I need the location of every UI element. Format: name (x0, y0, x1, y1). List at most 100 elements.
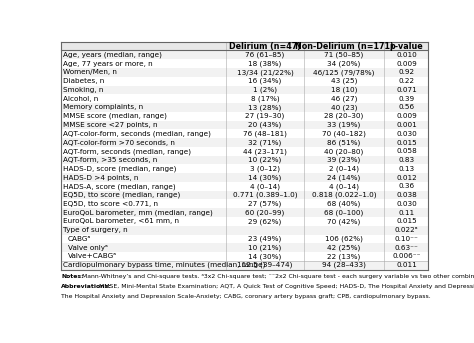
Text: HADS-D, score (median, range): HADS-D, score (median, range) (63, 166, 176, 172)
Text: HADS-D >4 points, n: HADS-D >4 points, n (63, 175, 138, 180)
Text: AQT-form, seconds (median, range): AQT-form, seconds (median, range) (63, 148, 191, 154)
Text: Type of surgery, n: Type of surgery, n (63, 227, 128, 233)
Text: 0.92: 0.92 (398, 69, 414, 75)
Text: p-value: p-value (390, 42, 423, 50)
Text: Notes:: Notes: (61, 274, 83, 279)
Text: 94 (28–433): 94 (28–433) (322, 262, 366, 269)
Text: 0.011: 0.011 (396, 262, 417, 268)
Bar (61, 138, 428, 147)
Text: Memory complaints, n: Memory complaints, n (63, 104, 143, 110)
Text: 43 (25): 43 (25) (331, 78, 357, 84)
Text: 13/34 (21/22%): 13/34 (21/22%) (237, 69, 293, 75)
Text: 18 (38%): 18 (38%) (248, 60, 282, 67)
Text: Age, years (median, range): Age, years (median, range) (63, 51, 162, 58)
Text: Valve onlyᵃ: Valve onlyᵃ (68, 245, 108, 251)
Text: 76 (61–85): 76 (61–85) (246, 51, 284, 58)
Text: 0.006⁻⁻: 0.006⁻⁻ (392, 253, 420, 259)
Text: 76 (48–181): 76 (48–181) (243, 130, 287, 137)
Text: 13 (28%): 13 (28%) (248, 104, 282, 111)
Text: 4 (0–14): 4 (0–14) (250, 183, 280, 190)
Text: 0.83: 0.83 (398, 157, 414, 163)
Text: 42 (25%): 42 (25%) (328, 245, 361, 251)
Text: 34 (20%): 34 (20%) (328, 60, 361, 67)
Bar (61, 121, 428, 129)
Text: 16 (34%): 16 (34%) (248, 78, 282, 84)
Text: 0.030: 0.030 (396, 201, 417, 207)
Text: 28 (20–30): 28 (20–30) (324, 113, 364, 119)
Text: 0.22: 0.22 (398, 78, 414, 84)
Text: Women/Men, n: Women/Men, n (63, 69, 117, 75)
Text: 106 (62%): 106 (62%) (325, 236, 363, 242)
Text: 70 (40–182): 70 (40–182) (322, 130, 366, 137)
Text: Smoking, n: Smoking, n (63, 87, 103, 93)
Text: Abbreviations:: Abbreviations: (61, 284, 112, 288)
Bar (61, 94, 428, 103)
Text: 0.038: 0.038 (396, 192, 417, 198)
Text: 33 (19%): 33 (19%) (328, 122, 361, 128)
Text: 0.071: 0.071 (396, 87, 417, 93)
Text: Diabetes, n: Diabetes, n (63, 78, 104, 84)
Bar (61, 164, 428, 173)
Text: 46/125 (79/78%): 46/125 (79/78%) (313, 69, 374, 75)
Text: 0.36: 0.36 (398, 184, 414, 189)
Text: 1 (2%): 1 (2%) (253, 87, 277, 93)
Text: 0.010: 0.010 (396, 52, 417, 58)
Text: 2 (0–14): 2 (0–14) (329, 166, 359, 172)
Text: 71 (50–85): 71 (50–85) (324, 51, 364, 58)
Text: 0.63⁻⁻: 0.63⁻⁻ (394, 245, 419, 251)
Text: EQ5D, tto score <0.771, n: EQ5D, tto score <0.771, n (63, 201, 158, 207)
Bar (61, 42, 428, 50)
Text: 112.5 (39–474): 112.5 (39–474) (237, 262, 292, 269)
Bar (61, 200, 428, 208)
Text: HADS-A, score (median, range): HADS-A, score (median, range) (63, 183, 175, 190)
Text: AQT-color-form, seconds (median, range): AQT-color-form, seconds (median, range) (63, 130, 211, 137)
Text: EuroQoL barometer, mm (median, range): EuroQoL barometer, mm (median, range) (63, 209, 213, 216)
Text: Delirium (n=47): Delirium (n=47) (229, 42, 301, 50)
Text: Cardiopulmonary bypass time, minutes (median, range): Cardiopulmonary bypass time, minutes (me… (63, 262, 265, 269)
Text: 44 (23–171): 44 (23–171) (243, 148, 287, 154)
Text: 10 (21%): 10 (21%) (248, 245, 282, 251)
Text: MMSE score (median, range): MMSE score (median, range) (63, 113, 167, 119)
Text: 0.11: 0.11 (398, 210, 414, 216)
Text: 0.009: 0.009 (396, 61, 417, 67)
Text: 86 (51%): 86 (51%) (328, 139, 361, 146)
Text: 23 (49%): 23 (49%) (248, 236, 282, 242)
Text: 0.818 (0.022–1.0): 0.818 (0.022–1.0) (312, 192, 376, 198)
Text: 68 (40%): 68 (40%) (328, 201, 361, 207)
Bar (61, 156, 428, 164)
Bar (61, 252, 428, 261)
Text: 0.13: 0.13 (398, 166, 414, 172)
Text: Mann-Whitney’s and Chi-square tests. ᵃ3x2 Chi-square test; ⁻⁻2x2 Chi-square test: Mann-Whitney’s and Chi-square tests. ᵃ3x… (80, 274, 474, 279)
Bar (61, 77, 428, 85)
Text: 20 (43%): 20 (43%) (248, 122, 282, 128)
Bar (61, 226, 428, 235)
Text: 4 (0–14): 4 (0–14) (329, 183, 359, 190)
Text: 0.030: 0.030 (396, 131, 417, 137)
Text: 0.058: 0.058 (396, 148, 417, 154)
Text: EQ5D, tto score (median, range): EQ5D, tto score (median, range) (63, 192, 180, 198)
Text: 8 (17%): 8 (17%) (251, 95, 279, 102)
Bar (61, 85, 428, 94)
Text: 68 (0–100): 68 (0–100) (324, 209, 364, 216)
Text: 46 (27): 46 (27) (331, 95, 357, 102)
Text: AQT-form, >35 seconds, n: AQT-form, >35 seconds, n (63, 157, 157, 163)
Text: 0.015: 0.015 (396, 140, 417, 145)
Bar (61, 208, 428, 217)
Text: 40 (23): 40 (23) (331, 104, 357, 111)
Text: Alcohol, n: Alcohol, n (63, 96, 98, 102)
Text: 14 (30%): 14 (30%) (248, 253, 282, 260)
Bar (61, 112, 428, 121)
Bar (61, 173, 428, 182)
Text: 0.012: 0.012 (396, 175, 417, 180)
Text: 0.022ᵃ: 0.022ᵃ (394, 227, 418, 233)
Bar (61, 103, 428, 112)
Text: 39 (23%): 39 (23%) (328, 157, 361, 163)
Text: 24 (14%): 24 (14%) (328, 174, 361, 181)
Text: AQT-color-form >70 seconds, n: AQT-color-form >70 seconds, n (63, 140, 175, 145)
Text: 18 (10): 18 (10) (331, 87, 357, 93)
Bar (61, 235, 428, 243)
Text: Valve+CABGᵃ: Valve+CABGᵃ (68, 253, 117, 259)
Text: 22 (13%): 22 (13%) (328, 253, 361, 260)
Text: 0.56: 0.56 (398, 104, 414, 110)
Bar (61, 261, 428, 270)
